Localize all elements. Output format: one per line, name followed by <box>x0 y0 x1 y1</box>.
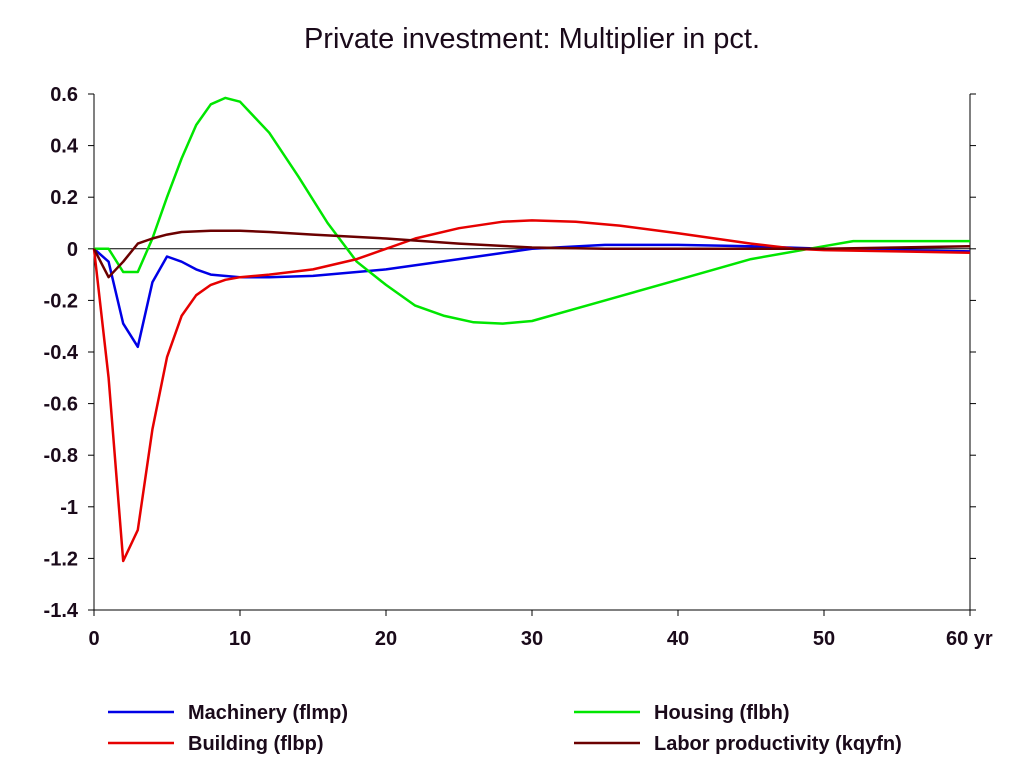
y-tick-label: 0.6 <box>50 84 78 106</box>
y-tick-label: 0 <box>67 239 78 261</box>
x-tick-label: 40 <box>667 628 689 650</box>
plot-area: 0.6 0.4 0.2 0 -0.2 -0.4 -0.6 -0.8 -1 -1.2 -1.4 0 10 2… <box>44 84 993 650</box>
series-line-4 <box>92 229 971 279</box>
series-line-2 <box>94 96 970 325</box>
y-tick-label: -0.2 <box>44 290 78 312</box>
series-line-3 <box>92 219 971 563</box>
legend-label-2: Housing (flbh) <box>654 702 790 724</box>
y-tick-label: -0.4 <box>44 342 79 364</box>
legend-label-1: Machinery (flmp) <box>188 702 348 724</box>
legend-label-4: Labor productivity (kqyfn) <box>654 733 902 755</box>
y-tick-label: -1 <box>60 497 78 519</box>
chart-title: Private investment: Multiplier in pct. <box>304 23 760 55</box>
y-tick-label: -0.6 <box>44 394 78 416</box>
x-tick-label: 20 <box>375 628 397 650</box>
x-tick-label: 30 <box>521 628 543 650</box>
y-tick-label: -1.4 <box>44 600 79 622</box>
legend-label-3: Building (flbp) <box>188 733 324 755</box>
x-tick-label: 60 yr <box>946 628 993 650</box>
y-tick-label: -1.2 <box>44 548 78 570</box>
x-tick-label: 0 <box>88 628 99 650</box>
y-tick-label: 0.2 <box>50 187 78 209</box>
x-tick-label: 50 <box>813 628 835 650</box>
x-tick-label: 10 <box>229 628 251 650</box>
y-tick-label: -0.8 <box>44 445 78 467</box>
legend: Machinery (flmp) Housing (flbh) Building (… <box>108 702 902 755</box>
y-tick-label: 0.4 <box>50 136 79 158</box>
series-line-1 <box>93 243 971 349</box>
